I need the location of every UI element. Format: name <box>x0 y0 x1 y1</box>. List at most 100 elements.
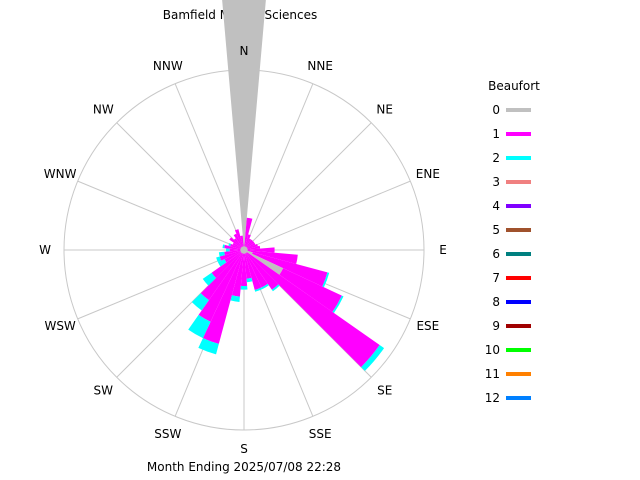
sector-bar <box>247 247 275 253</box>
sector-bar <box>211 252 242 279</box>
sector-bar <box>252 252 328 287</box>
legend-level: 11 <box>485 367 500 381</box>
sector-bar <box>332 295 344 313</box>
wind-sectors <box>188 0 385 371</box>
sector-bar <box>261 283 269 290</box>
direction-label: NE <box>376 102 393 116</box>
sector-bar <box>191 293 209 311</box>
legend-swatch <box>506 324 531 328</box>
sector-bar <box>198 338 219 355</box>
calm-circle <box>240 246 248 254</box>
sector-bar <box>246 241 255 248</box>
sector-bar <box>229 237 242 248</box>
chart-footer: Month Ending 2025/07/08 22:28 <box>147 460 341 474</box>
legend-level: 7 <box>492 271 500 285</box>
direction-label: ENE <box>416 167 440 181</box>
sector-bar <box>233 233 243 248</box>
sector-bar <box>246 242 256 249</box>
sector-bar <box>224 251 242 263</box>
legend-level: 5 <box>492 223 500 237</box>
legend-swatch <box>506 300 531 304</box>
direction-label: SE <box>377 384 392 398</box>
sector-bar <box>246 251 284 275</box>
legend-level: 10 <box>485 343 500 357</box>
sector-bar <box>222 244 225 249</box>
sector-bar <box>234 229 244 247</box>
sector-bar <box>216 256 222 263</box>
direction-label: SSE <box>309 427 332 441</box>
sector-bar <box>202 272 216 286</box>
sector-bar <box>240 235 244 247</box>
sector-bar <box>361 344 385 371</box>
direction-label: SSW <box>154 427 181 441</box>
sector-bar <box>224 250 241 256</box>
direction-label: WSW <box>44 319 75 333</box>
grid-spoke <box>243 83 314 251</box>
sector-bar <box>247 250 253 254</box>
grid-spoke <box>77 180 245 251</box>
sector-bar <box>244 217 253 247</box>
grid-spoke <box>174 83 245 251</box>
sector-bar <box>231 253 244 297</box>
sector-bar <box>246 252 279 290</box>
legend-swatch <box>506 156 531 160</box>
sector-bar <box>246 252 380 368</box>
legend-swatch <box>506 372 531 376</box>
direction-label: SW <box>94 384 114 398</box>
sector-bar <box>200 252 242 301</box>
sector-bar <box>246 277 253 283</box>
direction-label: NNW <box>153 59 183 73</box>
sector-bar <box>322 272 330 288</box>
sector-bar <box>229 248 241 252</box>
sector-bar <box>230 295 240 303</box>
grid-spoke <box>116 122 245 251</box>
sector-bar <box>240 253 248 286</box>
direction-label: E <box>439 243 447 257</box>
legend-swatch <box>506 180 531 184</box>
legend-swatch <box>506 276 531 280</box>
legend-title: Beaufort <box>488 79 540 93</box>
direction-labels: N NNE NE ENE E ESE SE SSE S SSW SW WSW W WNW NW NNW <box>39 44 447 456</box>
sector-bar <box>233 238 242 248</box>
sector-bar <box>217 259 227 267</box>
legend-swatch <box>506 252 531 256</box>
sector-bar <box>219 250 241 261</box>
sector-bar <box>240 285 248 290</box>
legend-level: 8 <box>492 295 500 309</box>
legend-swatch <box>506 348 531 352</box>
direction-label: WNW <box>44 167 77 181</box>
direction-label: NNE <box>307 59 333 73</box>
legend-level: 2 <box>492 151 500 165</box>
sector-bar <box>230 243 241 250</box>
legend-level: 9 <box>492 319 500 333</box>
legend-level: 12 <box>485 391 500 405</box>
sector-bar <box>222 0 266 247</box>
sector-bar <box>188 314 211 339</box>
legend-swatch <box>506 132 531 136</box>
legend-level: 6 <box>492 247 500 261</box>
sector-bar <box>254 287 263 292</box>
legend-level: 3 <box>492 175 500 189</box>
grid-spoke <box>243 122 372 251</box>
sector-bar <box>279 268 342 312</box>
legend-level: 1 <box>492 127 500 141</box>
sector-bar <box>247 250 298 264</box>
sector-bar <box>271 284 280 292</box>
sector-bar <box>244 253 252 279</box>
legend-level: 0 <box>492 103 500 117</box>
direction-label: S <box>240 442 248 456</box>
sector-bar <box>224 244 241 250</box>
direction-label: ESE <box>416 319 439 333</box>
sector-bar <box>232 242 242 249</box>
direction-label: NW <box>93 102 114 116</box>
sector-bar <box>228 243 231 247</box>
sector-bar <box>245 238 252 248</box>
sector-bar <box>226 248 230 252</box>
sector-bar <box>244 253 262 290</box>
legend-swatch <box>506 228 531 232</box>
sector-bar <box>247 243 258 250</box>
sector-bar <box>202 253 244 344</box>
